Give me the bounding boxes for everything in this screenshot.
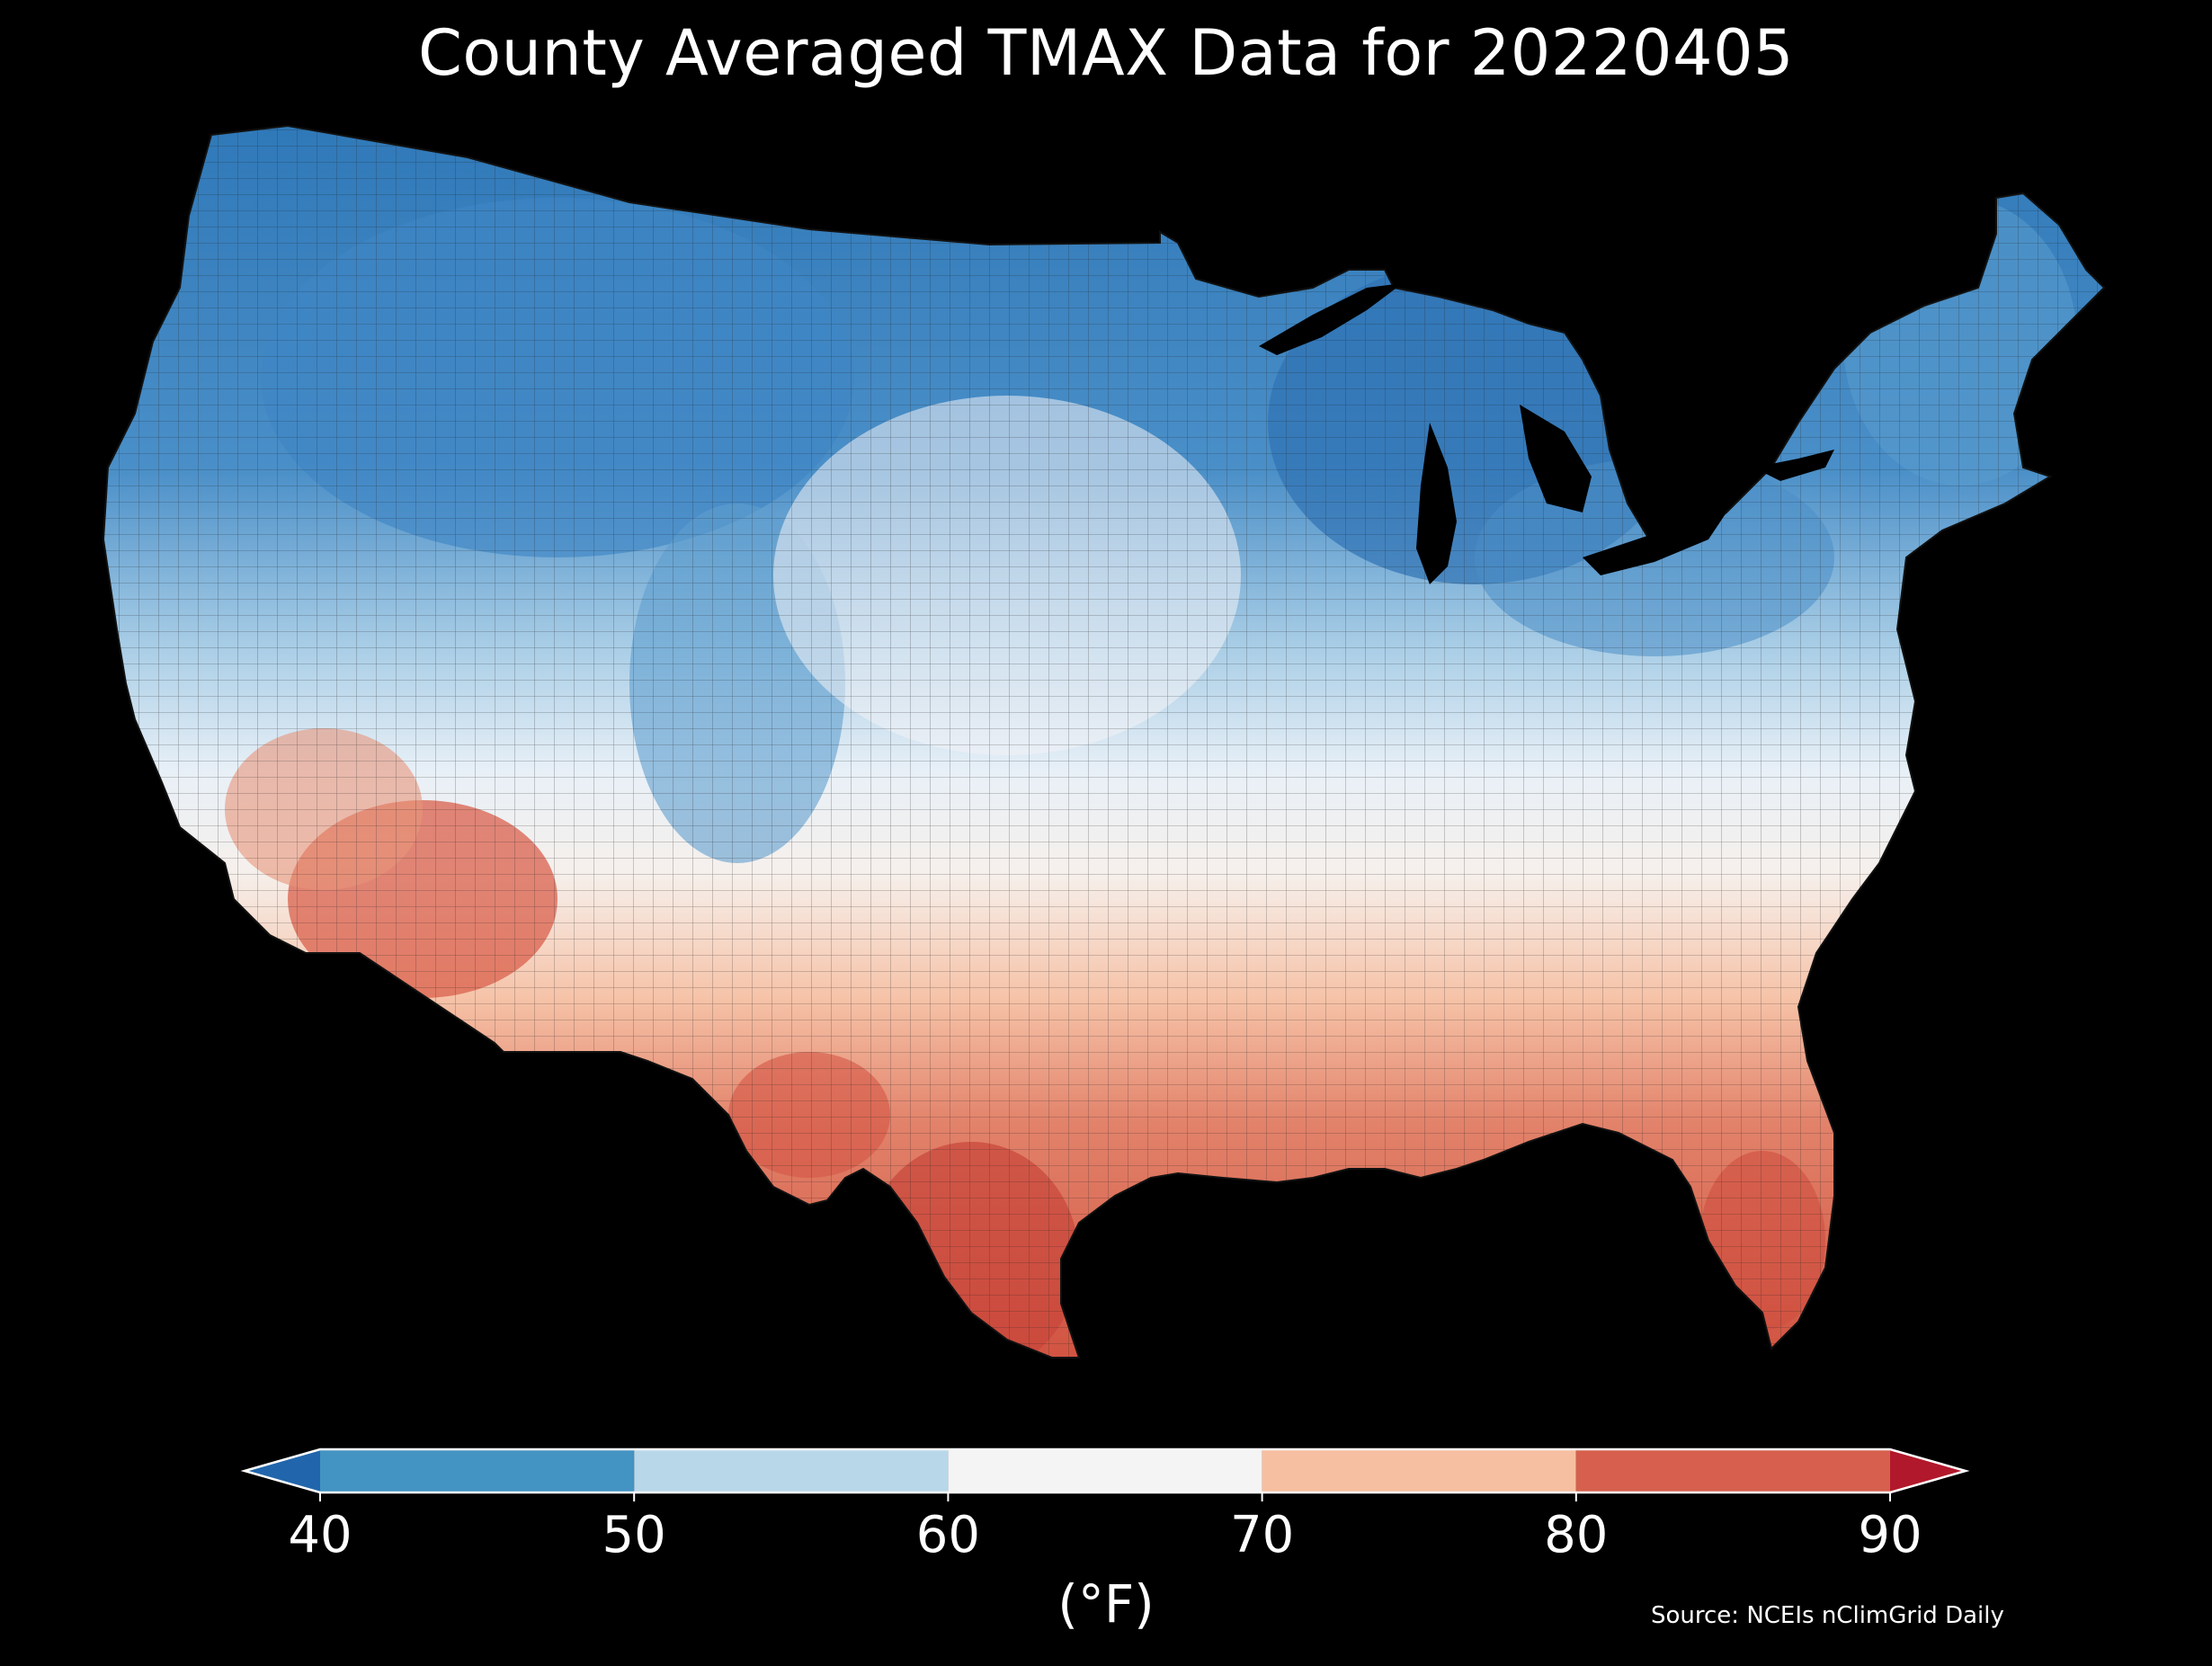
colorbar-tick-label: 60	[915, 1506, 981, 1564]
great-lakes	[1259, 283, 1834, 584]
colorbar-extend-high	[1890, 1449, 1966, 1492]
map-title: County Averaged TMAX Data for 20220405	[417, 16, 1795, 90]
colorbar-tick-label: 70	[1229, 1506, 1295, 1564]
colorbar-bin-40-50	[320, 1449, 635, 1492]
source-credit: Source: NCEIs nClimGrid Daily	[1651, 1602, 2004, 1629]
colorbar-extend-low	[245, 1449, 320, 1492]
colorbar-tick-label: 80	[1544, 1506, 1609, 1564]
colorbar-bin-60-70	[948, 1449, 1262, 1492]
colorbar-tick-label: 50	[602, 1506, 666, 1564]
colorbar-bin-50-60	[634, 1449, 949, 1492]
colorbar-tick-label: 40	[288, 1506, 352, 1564]
colorbar-tick-label: 90	[1858, 1506, 1922, 1564]
colorbar-bin-70-80	[1262, 1449, 1576, 1492]
colorbar-bin-80-90	[1575, 1449, 1890, 1492]
colorbar-units-label: (°F)	[1057, 1573, 1155, 1635]
